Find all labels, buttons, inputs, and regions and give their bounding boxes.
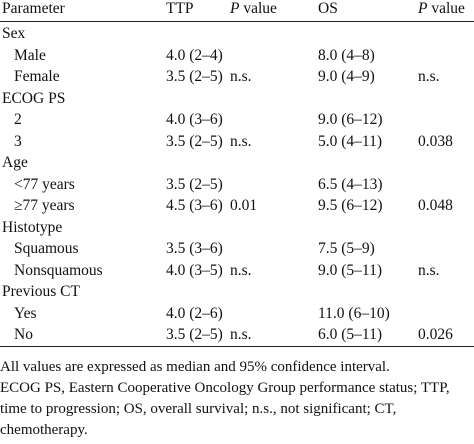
cell-ttp: 3.5 (2–5) — [166, 326, 223, 343]
cell-p-value-os: 0.038 — [418, 132, 453, 150]
cell-parameter: Sex — [2, 25, 26, 42]
table-group-row: Previous CT — [0, 281, 474, 303]
cell-p-value-os: n.s. — [418, 261, 440, 279]
table-row: <77 years 3.5 (2–5) 6.5 (4–13) — [0, 174, 474, 196]
table-row: Female 3.5 (2–5) n.s. 9.0 (4–9) n.s. — [0, 66, 474, 88]
header-p-value-ttp-p: P — [230, 0, 240, 17]
cell-ttp: 3.5 (2–5) — [166, 68, 223, 85]
table-row: Nonsquamous 4.0 (3–5) n.s. 9.0 (5–11) n.s. — [0, 260, 474, 282]
footnote-line-4: chemotherapy. — [0, 422, 88, 438]
cell-p-value-os: 0.026 — [418, 326, 453, 343]
table-row: No 3.5 (2–5) n.s. 6.0 (5–11) 0.026 — [0, 324, 474, 346]
cell-ttp: 4.0 (2–4) — [166, 46, 223, 64]
cell-parameter: Previous CT — [2, 283, 80, 300]
cell-ttp: 4.0 (3–5) — [166, 261, 223, 279]
header-ttp: TTP — [166, 0, 194, 17]
cell-os: 9.0 (6–12) — [318, 111, 383, 128]
cell-os: 6.5 (4–13) — [318, 175, 383, 193]
cell-parameter: Yes — [14, 304, 37, 322]
cell-os: 6.0 (5–11) — [318, 326, 382, 343]
table-row: Male 4.0 (2–4) 8.0 (4–8) — [0, 45, 474, 67]
footnote-line-1: All values are expressed as median and 9… — [0, 359, 390, 375]
header-rule — [0, 21, 474, 22]
footnote-line-2: ECOG PS, Eastern Cooperative Oncology Gr… — [0, 380, 450, 396]
cell-p-value-os: n.s. — [418, 68, 440, 85]
cell-parameter: 3 — [14, 132, 22, 150]
header-p-value-os-p: P — [418, 0, 428, 17]
cell-parameter: Female — [14, 68, 60, 85]
table-row: ≥77 years 4.5 (3–6) 0.01 9.5 (6–12) 0.048 — [0, 195, 474, 217]
bottom-rule — [0, 346, 474, 347]
header-p-value-os-rest: value — [427, 0, 465, 17]
table-group-row: Sex — [0, 23, 474, 45]
cell-ttp: 3.5 (3–6) — [166, 240, 223, 257]
cell-p-value-ttp: n.s. — [230, 326, 252, 343]
table-header-row: Parameter TTP P value OS P value — [0, 0, 474, 20]
table-row: 2 4.0 (3–6) 9.0 (6–12) — [0, 109, 474, 131]
table-group-row: ECOG PS — [0, 88, 474, 110]
footnote-line-3: time to progression; OS, overall surviva… — [0, 401, 397, 417]
cell-parameter: 2 — [14, 111, 22, 128]
header-p-value-os: P value — [418, 0, 465, 20]
cell-parameter: Histotype — [2, 218, 63, 236]
cell-parameter: No — [14, 326, 33, 343]
header-p-value-ttp-rest: value — [239, 0, 277, 17]
cell-os: 8.0 (4–8) — [318, 46, 375, 64]
cell-os: 11.0 (6–10) — [318, 304, 390, 322]
cell-os: 9.0 (4–9) — [318, 68, 375, 85]
cell-os: 9.0 (5–11) — [318, 261, 382, 279]
cell-ttp: 4.0 (3–6) — [166, 111, 223, 128]
table-group-row: Histotype — [0, 217, 474, 239]
cell-p-value-ttp: n.s. — [230, 132, 252, 150]
cell-parameter: ≥77 years — [14, 197, 75, 214]
table-row: Squamous 3.5 (3–6) 7.5 (5–9) — [0, 238, 474, 260]
cell-ttp: 3.5 (2–5) — [166, 175, 223, 193]
table-row: Yes 4.0 (2–6) 11.0 (6–10) — [0, 303, 474, 325]
header-p-value-ttp: P value — [230, 0, 277, 20]
cell-p-value-os: 0.048 — [418, 197, 453, 214]
cell-parameter: Nonsquamous — [14, 261, 103, 279]
cell-ttp: 4.0 (2–6) — [166, 304, 223, 322]
cell-ttp: 4.5 (3–6) — [166, 197, 223, 214]
cell-os: 9.5 (6–12) — [318, 197, 383, 214]
cell-parameter: <77 years — [14, 175, 75, 193]
cell-parameter: Male — [14, 46, 46, 64]
cell-parameter: Age — [2, 154, 28, 171]
table-group-row: Age — [0, 152, 474, 174]
header-parameter: Parameter — [2, 0, 65, 17]
cell-p-value-ttp: 0.01 — [230, 197, 258, 214]
header-os: OS — [318, 0, 338, 17]
cell-p-value-ttp: n.s. — [230, 261, 252, 279]
cell-os: 5.0 (4–11) — [318, 132, 382, 150]
table-footnotes: All values are expressed as median and 9… — [0, 357, 474, 441]
cell-parameter: ECOG PS — [2, 89, 66, 107]
cell-os: 7.5 (5–9) — [318, 240, 375, 257]
cell-p-value-ttp: n.s. — [230, 68, 252, 85]
table-row: 3 3.5 (2–5) n.s. 5.0 (4–11) 0.038 — [0, 131, 474, 153]
cell-parameter: Squamous — [14, 240, 79, 257]
cell-ttp: 3.5 (2–5) — [166, 132, 223, 150]
